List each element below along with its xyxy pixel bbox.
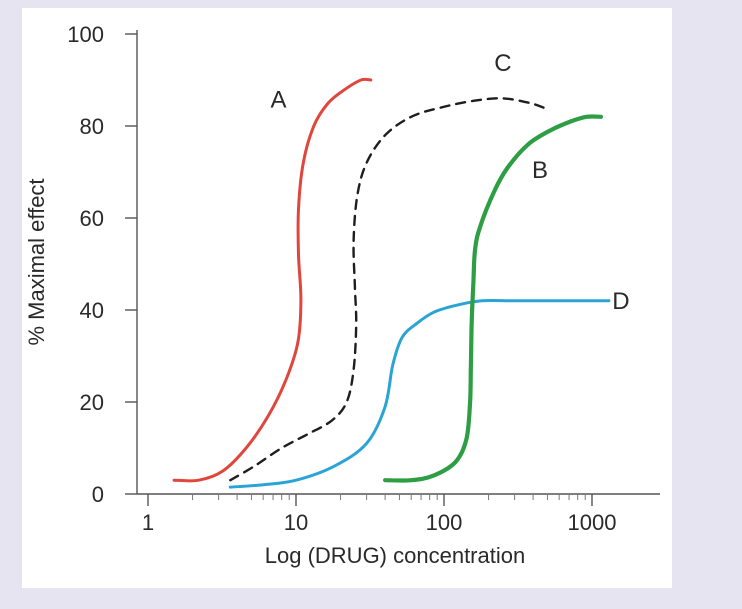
x-tick-label-100: 100	[426, 510, 463, 535]
series-c-line	[229, 97, 545, 482]
series-lines	[172, 77, 611, 489]
y-axis-title: % Maximal effect	[24, 178, 49, 345]
y-tick-label-40: 40	[80, 298, 104, 323]
y-tick-label-0: 0	[92, 482, 104, 507]
x-minor-ticks	[192, 494, 586, 500]
x-tick-label-1: 1	[142, 510, 154, 535]
chart-panel	[22, 8, 672, 588]
x-ticks: 1 10 100 1000	[142, 494, 617, 535]
y-tick-label-80: 80	[80, 114, 104, 139]
curve-label-d: D	[612, 288, 629, 315]
curve-labels: A B C D	[271, 50, 630, 315]
series-d-line	[228, 298, 611, 489]
x-tick-label-10: 10	[284, 510, 308, 535]
axes	[136, 30, 660, 495]
y-tick-label-20: 20	[80, 390, 104, 415]
y-tick-label-100: 100	[67, 22, 104, 47]
curve-label-a: A	[271, 87, 287, 114]
x-tick-label-1000: 1000	[568, 510, 617, 535]
curve-label-b: B	[532, 157, 548, 184]
caption-strip	[0, 590, 742, 609]
series-a-line	[172, 77, 373, 483]
y-ticks: 0 20 40 60 80 100	[67, 22, 137, 507]
series-b-line	[383, 114, 604, 483]
x-axis-title: Log (DRUG) concentration	[265, 543, 525, 568]
y-tick-label-60: 60	[80, 206, 104, 231]
curve-label-c: C	[494, 50, 511, 77]
